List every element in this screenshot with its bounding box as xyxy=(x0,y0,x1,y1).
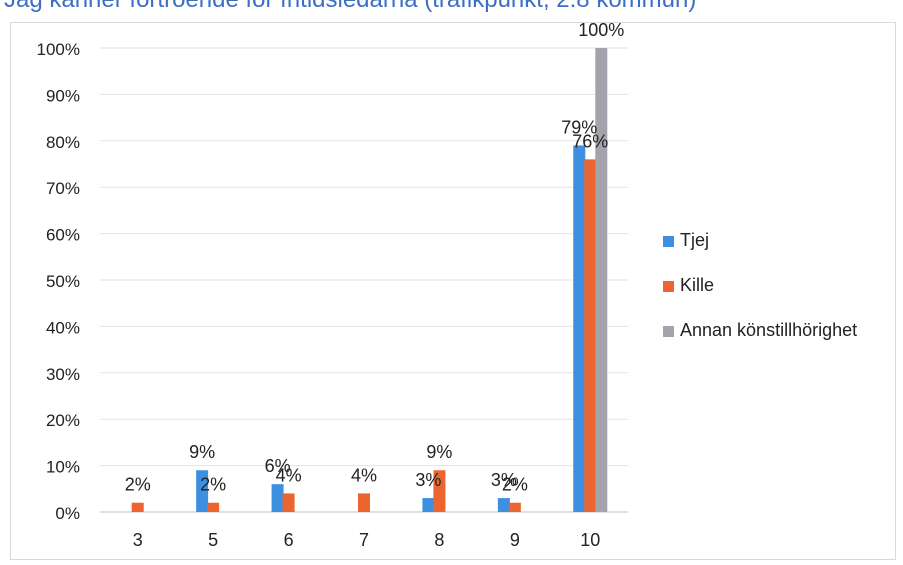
x-tick-label: 7 xyxy=(359,530,369,550)
data-label: 4% xyxy=(351,465,377,485)
bar xyxy=(131,502,144,512)
data-labels: 9% 6% 3% 3% 79% 2% 2% 4% 4% 9% 2% 76% 100% xyxy=(125,20,625,495)
data-label: 4% xyxy=(276,465,302,485)
y-tick-label: 0% xyxy=(55,504,80,523)
y-tick-label: 100% xyxy=(37,40,80,59)
data-label: 9% xyxy=(426,442,452,462)
data-label: 2% xyxy=(502,475,528,495)
y-tick-label: 60% xyxy=(46,226,80,245)
legend: Tjej Kille Annan könstillhörighet xyxy=(663,230,857,340)
y-tick-label: 70% xyxy=(46,179,80,198)
legend-label: Annan könstillhörighet xyxy=(680,320,857,340)
y-tick-label: 20% xyxy=(46,411,80,430)
y-tick-label: 90% xyxy=(46,86,80,105)
data-label: 6% xyxy=(265,456,291,476)
data-label: 9% xyxy=(189,442,215,462)
legend-swatch xyxy=(663,281,674,292)
bar xyxy=(207,502,220,512)
data-label: 2% xyxy=(200,475,226,495)
y-tick-label: 50% xyxy=(46,272,80,291)
data-label: 76% xyxy=(572,131,608,151)
x-tick-label: 6 xyxy=(284,530,294,550)
y-tick-label: 40% xyxy=(46,318,80,337)
x-tick-label: 5 xyxy=(208,530,218,550)
legend-swatch xyxy=(663,326,674,337)
bar xyxy=(196,470,209,512)
bar xyxy=(595,48,608,512)
x-tick-label: 10 xyxy=(580,530,600,550)
bar xyxy=(282,493,295,512)
bar xyxy=(422,498,435,512)
chart-frame xyxy=(10,22,896,560)
bar xyxy=(573,145,586,512)
bar xyxy=(584,159,597,513)
gridlines xyxy=(100,47,628,513)
bar xyxy=(271,484,284,512)
bar xyxy=(433,470,446,512)
bar xyxy=(358,493,370,512)
y-tick-label: 30% xyxy=(46,365,80,384)
data-label: 3% xyxy=(491,470,517,490)
y-tick-label: 10% xyxy=(46,458,80,477)
bars xyxy=(131,48,608,513)
legend-swatch xyxy=(663,236,674,247)
x-tick-label: 3 xyxy=(133,530,143,550)
legend-label: Kille xyxy=(680,275,714,295)
bar xyxy=(497,498,510,512)
legend-label: Tjej xyxy=(680,230,709,250)
data-label: 79% xyxy=(561,117,597,137)
x-tick-label: 8 xyxy=(434,530,444,550)
x-axis-tick-labels: 3 5 6 7 8 9 10 xyxy=(133,530,601,550)
y-tick-label: 80% xyxy=(46,133,80,152)
x-tick-label: 9 xyxy=(510,530,520,550)
bar xyxy=(508,502,521,512)
y-axis-tick-labels: 0% 10% 20% 30% 40% 50% 60% 70% 80% 90% 100% xyxy=(37,40,80,523)
data-label: 100% xyxy=(578,20,624,40)
chart-title: Jag känner förtroende för fritidsledarna… xyxy=(4,0,696,14)
data-label: 3% xyxy=(415,470,441,490)
data-label: 2% xyxy=(125,475,151,495)
